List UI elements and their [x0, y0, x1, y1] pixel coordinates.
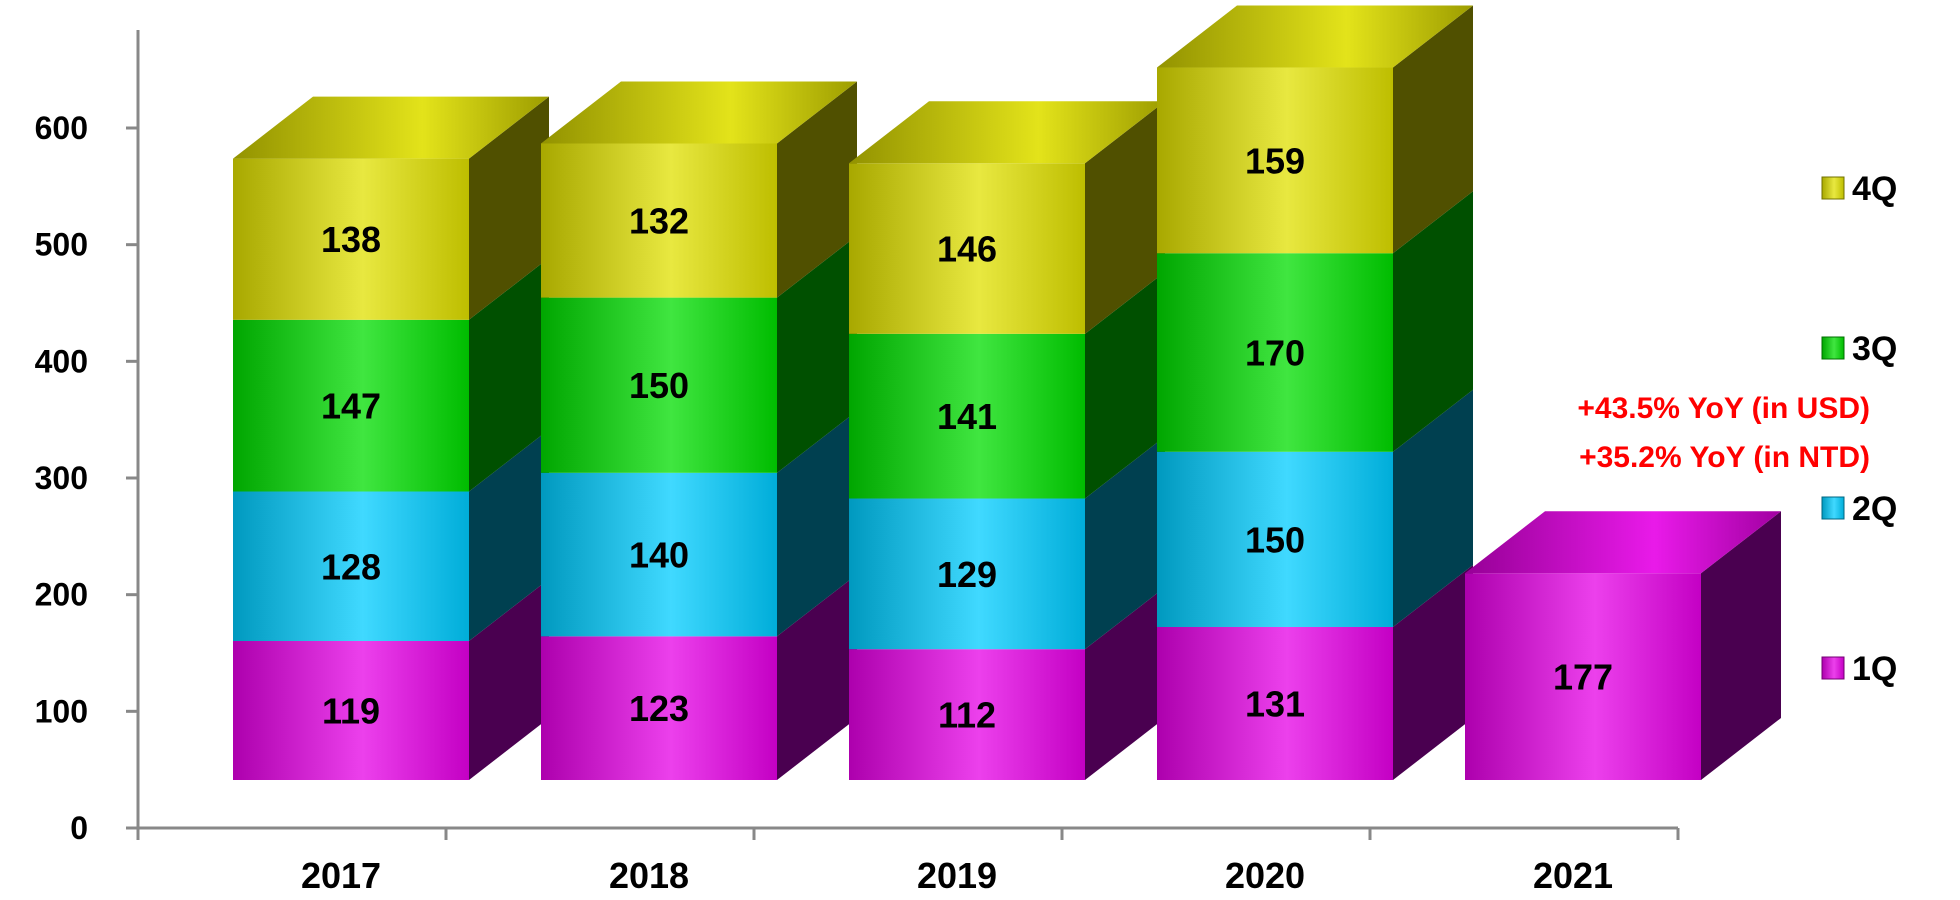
bar-segment-4Q-2020 — [1157, 6, 1473, 254]
data-label-1Q-2021: 177 — [1553, 657, 1613, 698]
y-tick-label: 400 — [35, 343, 88, 379]
legend-swatch — [1822, 657, 1844, 679]
y-tick-label: 600 — [35, 110, 88, 146]
legend-label: 2Q — [1852, 490, 1897, 528]
legend-label: 3Q — [1852, 330, 1897, 368]
annotations: +43.5% YoY (in USD) +35.2% YoY (in NTD) — [1577, 392, 1870, 474]
y-tick-label: 300 — [35, 460, 88, 496]
x-tick-label: 2020 — [1225, 855, 1305, 895]
data-label-4Q-2017: 138 — [321, 219, 381, 260]
x-tick-label: 2021 — [1533, 855, 1613, 895]
data-label-4Q-2020: 159 — [1245, 140, 1305, 181]
data-label-1Q-2020: 131 — [1245, 683, 1305, 724]
data-label-2Q-2019: 129 — [937, 554, 997, 595]
yoy-usd-annotation: +43.5% YoY (in USD) — [1577, 392, 1870, 425]
legend-swatch — [1822, 177, 1844, 199]
data-label-4Q-2018: 132 — [629, 201, 689, 242]
legend-label: 4Q — [1852, 170, 1897, 208]
data-label-3Q-2018: 150 — [629, 365, 689, 406]
data-label-1Q-2019: 112 — [938, 695, 996, 736]
y-tick-label: 0 — [70, 810, 88, 846]
data-label-3Q-2017: 147 — [321, 386, 381, 427]
y-tick-label: 100 — [35, 693, 88, 729]
bar-segment-4Q-2019 — [849, 101, 1165, 334]
data-label-2Q-2020: 150 — [1245, 519, 1305, 560]
x-tick-label: 2019 — [917, 855, 997, 895]
legend-item-2Q: 2Q — [1822, 490, 1897, 528]
bars — [233, 6, 1781, 780]
x-tick-label: 2018 — [609, 855, 689, 895]
bar-segment-4Q-2018 — [541, 81, 857, 297]
data-label-2Q-2017: 128 — [321, 546, 381, 587]
legend-swatch — [1822, 497, 1844, 519]
yoy-ntd-annotation: +35.2% YoY (in NTD) — [1579, 441, 1870, 474]
bar-segment-1Q-2021 — [1465, 511, 1781, 780]
data-label-1Q-2017: 119 — [322, 691, 380, 732]
data-label-1Q-2018: 123 — [629, 688, 689, 729]
data-label-2Q-2018: 140 — [629, 535, 689, 576]
data-label-3Q-2020: 170 — [1245, 333, 1305, 374]
legend-swatch — [1822, 337, 1844, 359]
y-tick-label: 200 — [35, 577, 88, 613]
legend-label: 1Q — [1852, 650, 1897, 688]
legend-item-3Q: 3Q — [1822, 330, 1897, 368]
legend-item-1Q: 1Q — [1822, 650, 1897, 688]
y-tick-label: 500 — [35, 227, 88, 263]
data-label-4Q-2019: 146 — [937, 229, 997, 270]
x-tick-label: 2017 — [301, 855, 381, 895]
legend-item-4Q: 4Q — [1822, 170, 1897, 208]
data-label-3Q-2019: 141 — [937, 396, 997, 437]
bar-segment-4Q-2017 — [233, 97, 549, 320]
legend: 1Q 2Q 3Q 4Q — [1822, 170, 1897, 688]
